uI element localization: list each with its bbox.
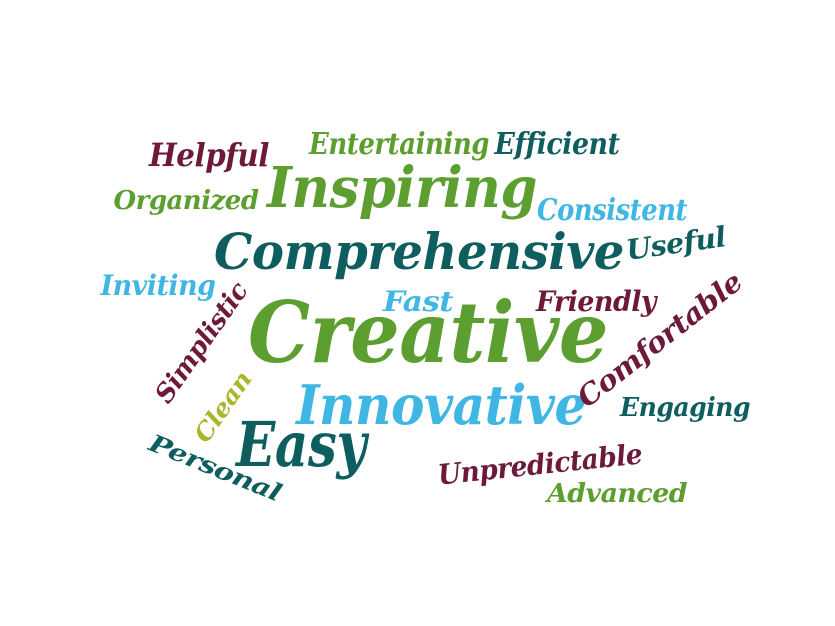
word-inspiring: Inspiring	[267, 155, 537, 221]
word-comprehensive: Comprehensive	[214, 222, 624, 281]
word-innovative: Innovative	[296, 373, 586, 437]
word-efficient: Efficient	[494, 127, 620, 162]
word-entertaining: Entertaining	[308, 127, 490, 162]
word-creative: Creative	[247, 283, 609, 382]
word-inviting: Inviting	[100, 269, 216, 302]
word-easy: Easy	[236, 408, 366, 481]
word-organized: Organized	[113, 186, 259, 216]
word-useful: Useful	[624, 220, 728, 267]
word-engaging: Engaging	[619, 393, 751, 423]
word-fast: Fast	[382, 285, 454, 318]
word-advanced: Advanced	[547, 479, 687, 509]
word-consistent: Consistent	[536, 193, 688, 228]
word-helpful: Helpful	[149, 136, 269, 174]
word-friendly: Friendly	[535, 285, 657, 318]
